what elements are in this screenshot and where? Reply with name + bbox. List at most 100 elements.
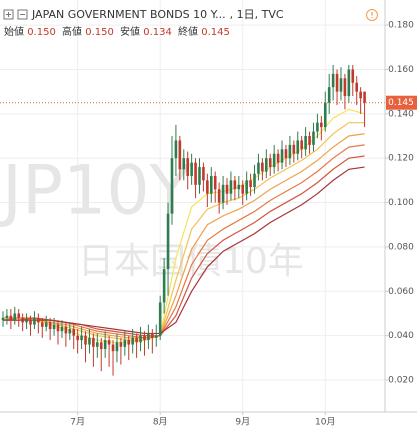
candle-body xyxy=(151,333,154,338)
candle-body xyxy=(72,329,76,336)
candle-body xyxy=(135,337,138,343)
candle-body xyxy=(253,173,256,188)
candle-body xyxy=(213,175,217,190)
candle-body xyxy=(64,326,68,334)
candle-body xyxy=(194,162,197,185)
candle-body xyxy=(29,320,32,325)
close-label: 終値 xyxy=(178,25,198,38)
candle-body xyxy=(257,162,260,174)
y-tick-label: 0.120 xyxy=(388,154,414,164)
last-price-label: 0.145 xyxy=(388,98,414,108)
candle-body xyxy=(217,189,221,203)
candle-body xyxy=(300,140,303,150)
candle-body xyxy=(21,317,24,323)
candle-body xyxy=(304,136,307,150)
candle-body xyxy=(276,153,280,163)
watermark: 日本国債10年 xyxy=(78,241,304,282)
candle-body xyxy=(186,158,190,176)
candle-body xyxy=(154,335,158,338)
open-value: 0.150 xyxy=(27,27,56,38)
candle-body xyxy=(316,122,319,132)
candle-body xyxy=(320,122,323,128)
candle-body xyxy=(56,324,60,332)
high-label: 高値 xyxy=(62,25,82,38)
candle-body xyxy=(88,337,91,345)
candle-body xyxy=(33,317,36,325)
collapse-icon[interactable] xyxy=(17,9,28,20)
candle-body xyxy=(351,69,355,83)
y-tick-label: 0.020 xyxy=(388,376,414,386)
candle-body xyxy=(166,213,170,270)
candle-body xyxy=(249,180,252,188)
candle-body xyxy=(339,78,343,92)
moving-average xyxy=(2,108,365,343)
candle-body xyxy=(292,144,296,154)
candle-body xyxy=(265,158,268,172)
candle-body xyxy=(343,78,347,97)
expand-icon-plus xyxy=(6,12,11,17)
candle-body xyxy=(84,335,87,345)
candle-body xyxy=(68,329,72,334)
candle-body xyxy=(80,335,83,341)
candle-body xyxy=(206,180,209,194)
candle-body xyxy=(237,184,241,190)
candle-body xyxy=(245,180,248,194)
candle-body xyxy=(115,342,119,352)
candle-body xyxy=(96,342,99,347)
candle-body xyxy=(190,162,193,176)
candle-body xyxy=(76,335,79,341)
alert-icon[interactable] xyxy=(366,9,378,21)
candle-body xyxy=(280,149,284,163)
x-tick-label: 8月 xyxy=(153,417,168,428)
candle-body xyxy=(288,144,292,159)
candle-body xyxy=(147,333,150,341)
candle-body xyxy=(52,324,56,330)
candle-body xyxy=(99,342,103,349)
y-tick-label: 0.160 xyxy=(388,65,414,75)
candle-body xyxy=(363,91,366,103)
open-label: 始値 xyxy=(4,25,24,38)
candle-body xyxy=(174,140,178,159)
candle-body xyxy=(17,313,21,318)
candle-body xyxy=(143,335,146,341)
watermark: JP10Y xyxy=(0,152,192,231)
candle-body xyxy=(40,322,44,327)
candle-body xyxy=(37,317,40,323)
y-tick-label: 0.080 xyxy=(388,242,414,252)
ohlc-readout: 始値 0.150 高値 0.150 安値 0.134 終値 0.145 xyxy=(4,25,230,38)
candle-body xyxy=(111,344,115,352)
candle-body xyxy=(158,302,162,336)
candle-body xyxy=(48,322,52,330)
y-tick-label: 0.040 xyxy=(388,331,414,341)
candle-body xyxy=(13,313,17,321)
candle-body xyxy=(5,315,9,318)
candle-body xyxy=(182,158,186,170)
candle-body xyxy=(119,342,123,347)
candle-body xyxy=(347,69,351,97)
candle-body xyxy=(312,131,315,145)
candle-body xyxy=(355,82,359,92)
candle-body xyxy=(221,184,225,203)
candle-body xyxy=(92,337,95,347)
expand-icon[interactable] xyxy=(3,9,14,20)
moving-average xyxy=(2,122,365,341)
candle-body xyxy=(139,335,142,343)
candle-body xyxy=(123,340,127,347)
x-tick-label: 9月 xyxy=(235,417,250,428)
candle-body xyxy=(335,73,339,92)
close-value: 0.145 xyxy=(201,27,230,38)
candle-body xyxy=(103,340,107,349)
candle-body xyxy=(162,269,166,303)
candle-body xyxy=(44,322,48,327)
candle-body xyxy=(60,326,64,332)
candle-body xyxy=(209,175,213,194)
candle-body xyxy=(331,73,335,88)
candle-body xyxy=(308,136,311,145)
x-tick-label: 7月 xyxy=(70,417,85,428)
candle-body xyxy=(359,91,362,99)
candle-body xyxy=(296,140,300,154)
moving-average xyxy=(2,133,365,339)
symbol-title: JAPAN GOVERNMENT BONDS 10 Y... , 1日, TVC xyxy=(31,8,284,21)
